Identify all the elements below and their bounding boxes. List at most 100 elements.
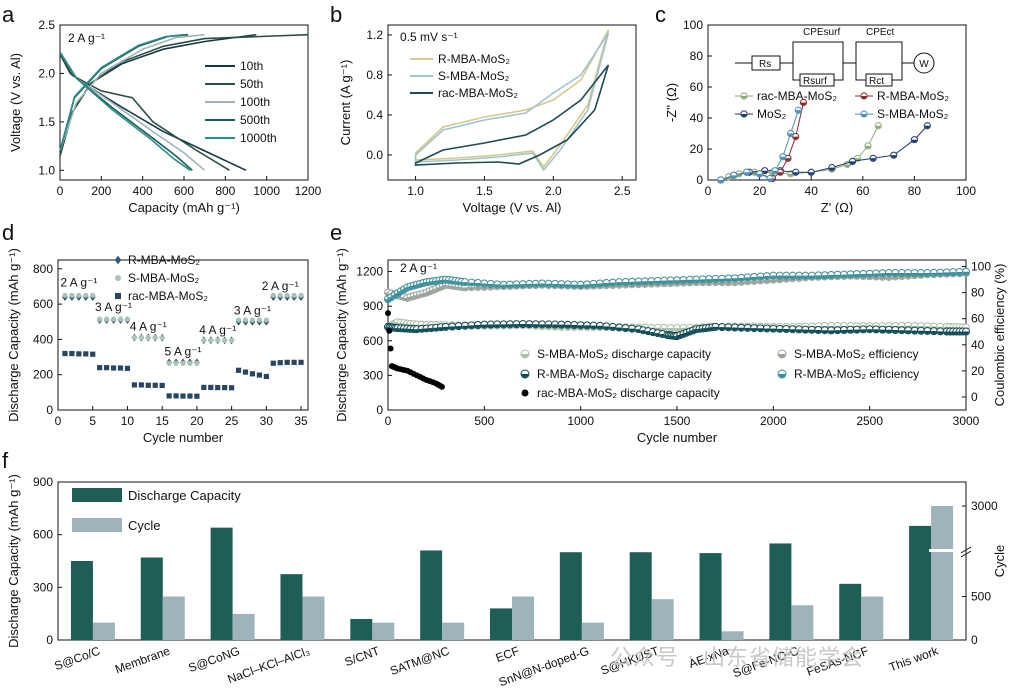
cycle-point <box>615 278 624 287</box>
bar-capacity-AE-xNa <box>699 553 722 640</box>
cycle-point-fill <box>468 325 475 329</box>
rate-point <box>229 385 235 391</box>
cycle-point-fill <box>815 330 822 333</box>
cycle-point-fill <box>763 280 770 283</box>
bar-cycle-Membrane <box>162 596 185 640</box>
warburg-element <box>913 52 935 74</box>
cycle-point-fill <box>898 276 905 280</box>
x-tick-label: 0 <box>705 184 712 198</box>
cycle-point-fill <box>622 328 629 332</box>
rate-point <box>83 292 89 298</box>
cycle-point <box>653 276 662 285</box>
x-tick-label: 30 <box>260 414 274 428</box>
cycle-point <box>506 280 515 289</box>
cycle-point <box>467 278 476 287</box>
cycle-point-fill <box>564 284 571 288</box>
x-tick-label: 40 <box>805 184 819 198</box>
y-tick-label: 600 <box>33 528 53 542</box>
cycle-point <box>550 279 559 288</box>
cycle-point <box>589 279 598 288</box>
cycle-point-fill <box>918 273 925 277</box>
nyquist-point <box>717 176 725 184</box>
cycle-point-fill <box>551 283 558 287</box>
cycle-point-fill <box>474 283 481 287</box>
x-tick-label: 400 <box>133 184 153 198</box>
cycle-point-fill <box>494 324 501 328</box>
bar-cycle-S@HKUST <box>651 599 674 640</box>
x-tick-label: 1200 <box>295 184 322 198</box>
rate-point <box>249 317 256 323</box>
cycle-point-fill <box>892 273 899 277</box>
cycle-point <box>438 383 445 390</box>
y2-tick-label: 80 <box>971 286 985 300</box>
cycle-point-fill <box>731 278 738 282</box>
cycle-point <box>936 268 945 277</box>
rate-point <box>284 359 290 365</box>
cycle-point-fill <box>564 324 571 328</box>
cycle-point-fill <box>956 271 963 275</box>
cycle-point-fill <box>802 275 809 279</box>
cycle-point <box>679 276 688 284</box>
curve-discharge-10th <box>59 53 247 172</box>
rate-point <box>110 365 117 371</box>
nyquist-point <box>794 106 802 114</box>
cycle-point <box>673 276 681 285</box>
cycle-point-fill <box>963 331 969 335</box>
rate-point <box>124 365 131 371</box>
plot-frame <box>387 24 637 181</box>
bar-cycle-ECF <box>512 596 534 640</box>
nyquist-point <box>828 164 836 172</box>
cycle-point-fill <box>738 281 745 285</box>
y-tick-label: 60 <box>690 80 704 94</box>
cycle-point <box>904 269 913 278</box>
cycle-point-fill <box>834 330 841 334</box>
y-tick-label: 1200 <box>356 265 383 279</box>
legend-swatch-Cycle <box>72 518 122 532</box>
y-tick-label: 300 <box>33 580 53 594</box>
y-axis-label: -Z'' (Ω) <box>664 83 679 122</box>
legend-label-R-MBA-MoS₂: R-MBA-MoS₂ <box>438 52 510 66</box>
legend-marker-rac-MBA-MoS₂ <box>115 293 121 299</box>
bar-capacity-ECF <box>490 608 512 640</box>
cycle-point-fill <box>667 327 674 331</box>
cycle-point-fill <box>879 276 886 280</box>
nyquist-point-fill <box>756 173 763 177</box>
cycle-point-fill <box>462 287 469 291</box>
legend-marker-S-MBA-MoS₂-fill <box>861 114 867 117</box>
legend-marker-S-MBA-MoS₂ efficiency-fill <box>778 354 786 358</box>
cycle-point-fill <box>629 328 636 332</box>
legend-marker-S-MBA-MoS₂ discharge capacity-fill <box>521 354 529 358</box>
x-tick-label: 100 <box>956 184 976 198</box>
cycle-point-fill <box>744 327 751 331</box>
cycle-point-fill <box>558 284 565 288</box>
rate-point <box>229 337 235 343</box>
legend-marker-R-MBA-MoS₂ efficiency-fill <box>778 374 786 378</box>
legend-label-rac-MBA-MoS₂ discharge capacity: rac-MBA-MoS₂ discharge capacity <box>537 386 720 400</box>
cycle-point-fill <box>898 330 905 334</box>
nyquist-point-fill <box>780 156 786 160</box>
y-axis-label: Discharge Capacity (mAh g⁻¹) <box>334 248 349 422</box>
rate-point <box>277 292 283 298</box>
rate-label: 3 A g⁻¹ <box>95 300 132 314</box>
cycle-point-fill <box>898 273 905 277</box>
label-rs: Rs <box>759 59 771 70</box>
cycle-point-fill <box>776 275 783 279</box>
rate-point <box>270 292 276 298</box>
cycle-point-fill <box>468 282 475 286</box>
nyquist-point <box>874 122 882 130</box>
cycle-point <box>962 327 970 336</box>
cycle-point <box>595 279 604 288</box>
legend-label-R-MBA-MoS₂ efficiency: R-MBA-MoS₂ efficiency <box>794 367 919 381</box>
cycle-point-fill <box>507 324 514 328</box>
legend-label-S-MBA-MoS₂: S-MBA-MoS₂ <box>877 107 949 121</box>
cycle-point <box>563 280 572 289</box>
cycle-point-fill <box>905 273 912 277</box>
nyquist-point-fill <box>787 133 794 137</box>
plot-frame <box>59 24 309 181</box>
cycle-point <box>589 321 598 330</box>
rate-point <box>187 393 193 399</box>
nyquist-point-fill <box>762 170 768 174</box>
y2-axis-label: Cycle <box>992 545 1007 578</box>
cycle-point-fill <box>674 328 680 332</box>
legend-label-R-MBA-MoS₂: R-MBA-MoS₂ <box>877 89 949 103</box>
